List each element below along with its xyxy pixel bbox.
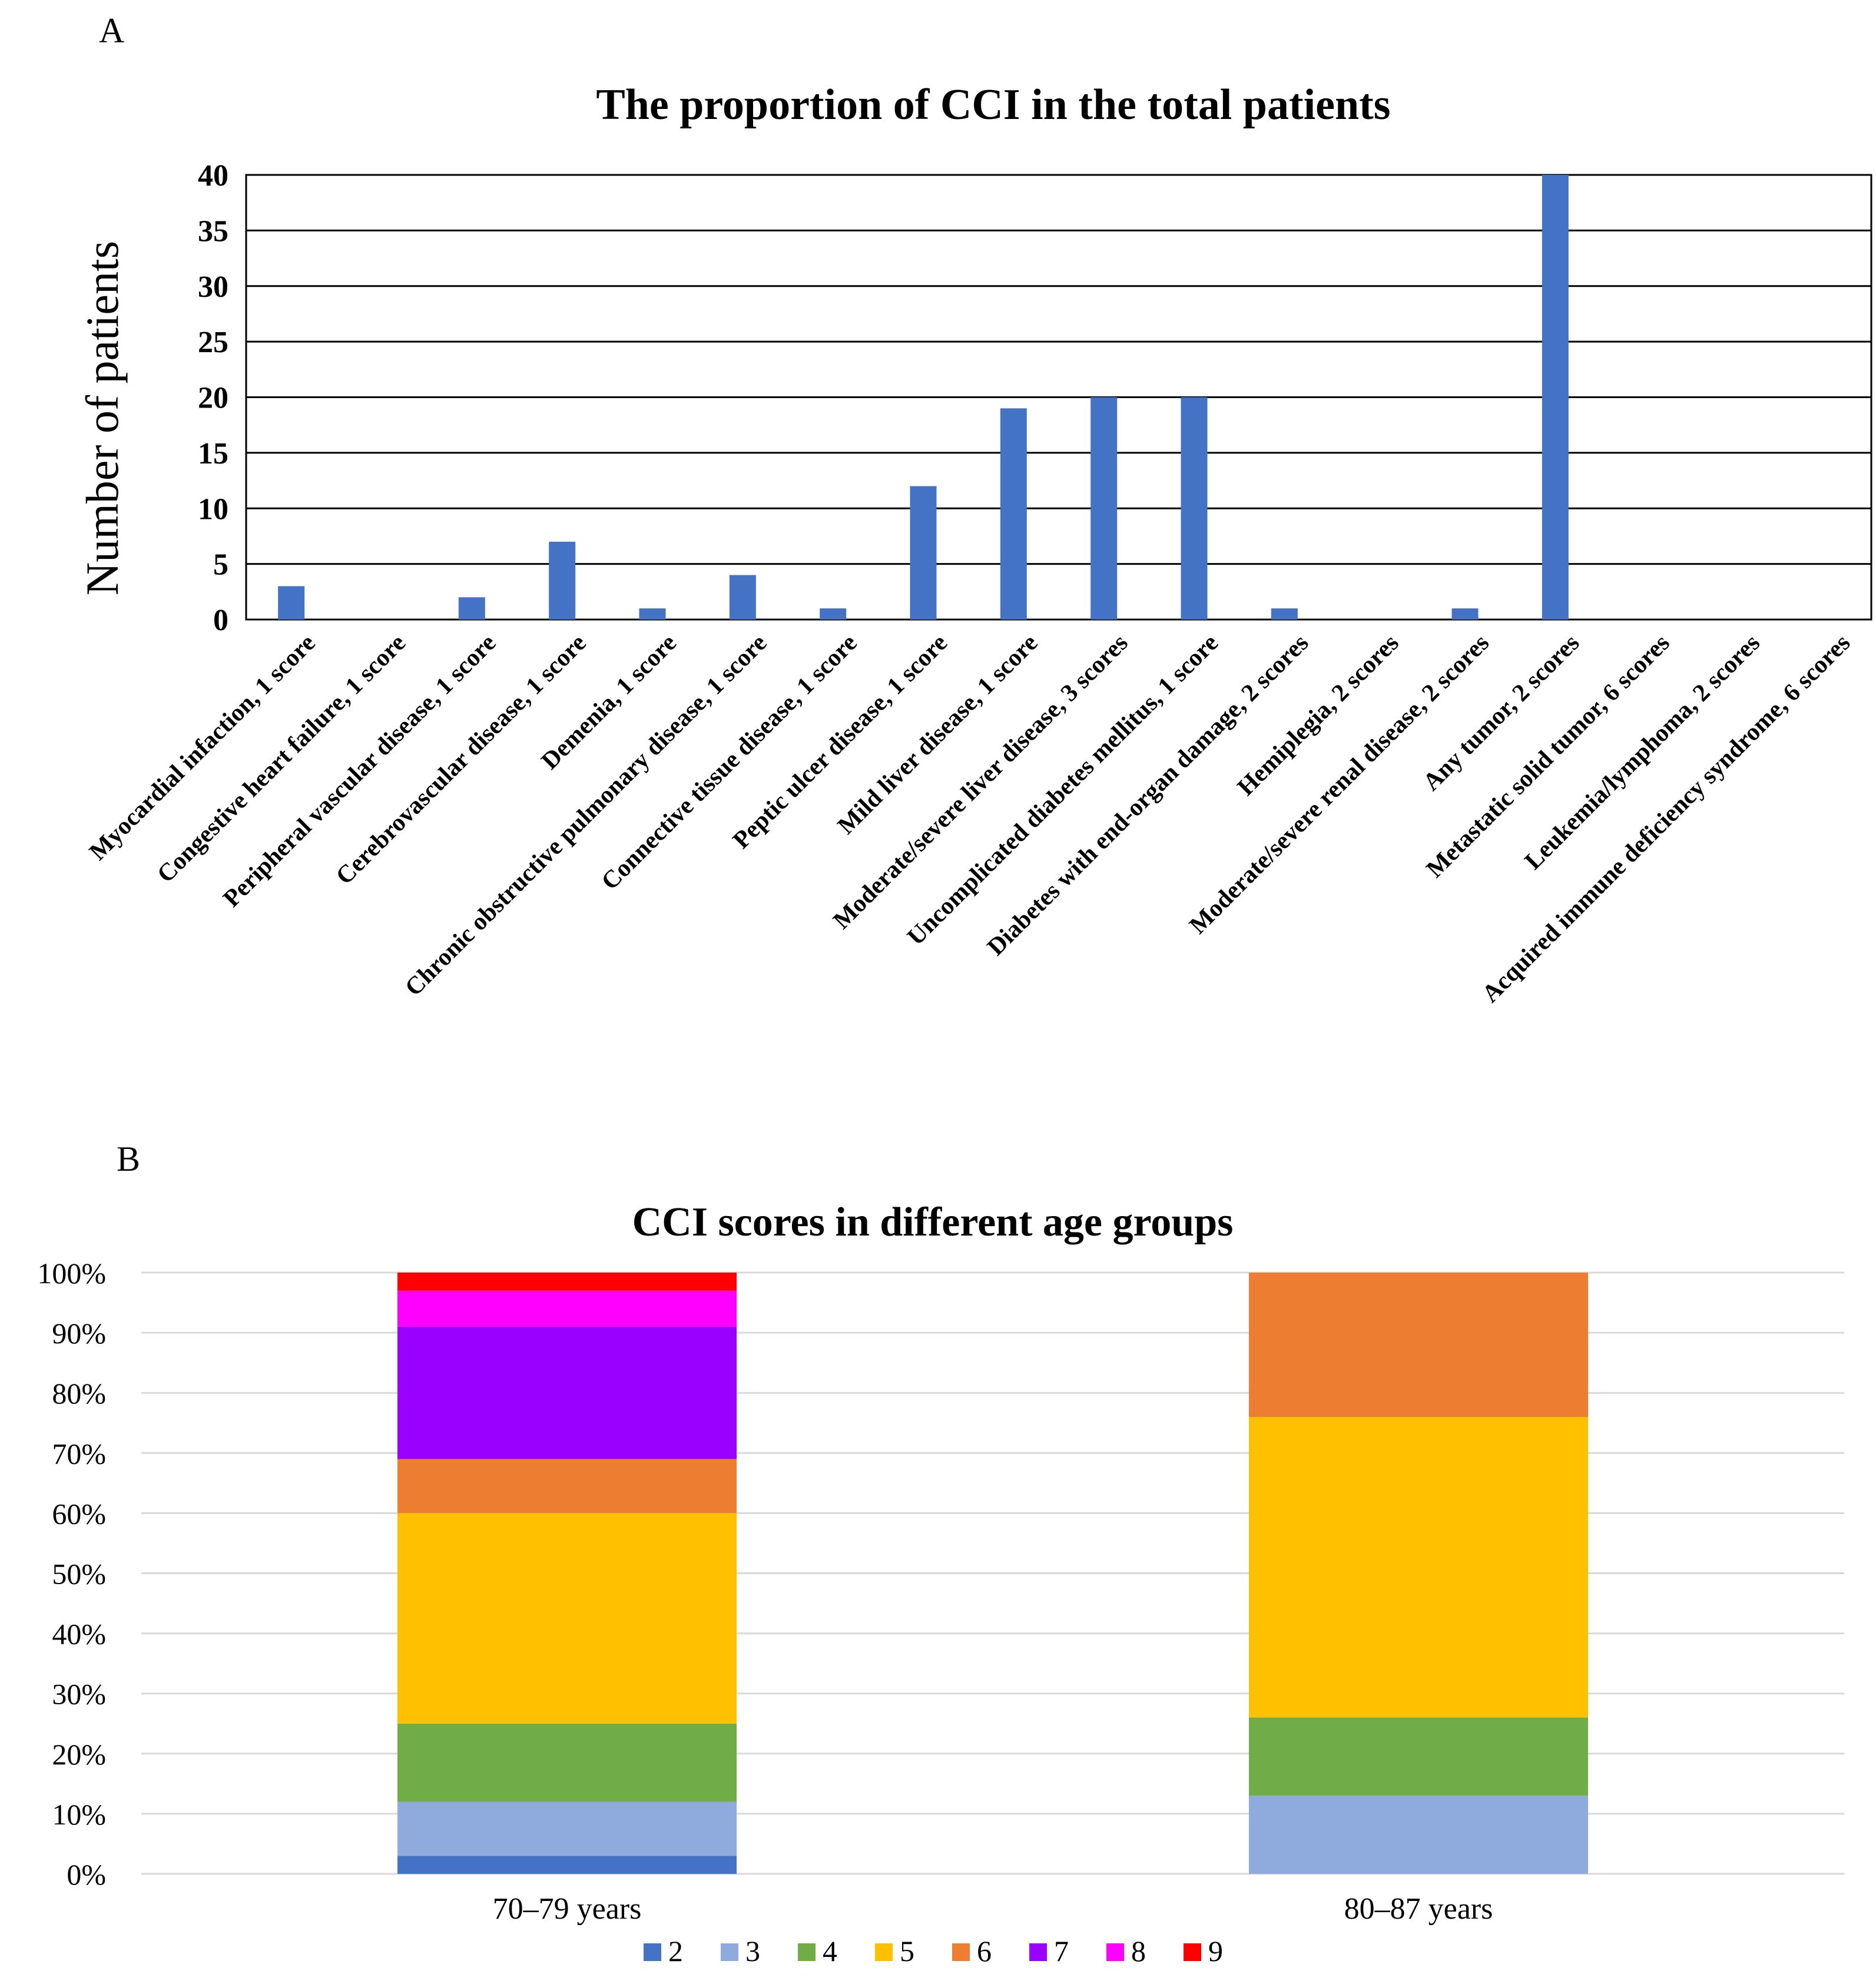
legend-label: 8 (1131, 1935, 1146, 1968)
legend-label: 4 (823, 1935, 837, 1968)
legend-label: 7 (1054, 1935, 1069, 1968)
bar (278, 586, 305, 620)
chart-a-title: The proportion of CCI in the total patie… (596, 81, 1390, 129)
y-tick-label-a: 20 (198, 382, 228, 415)
y-tick-label-a: 25 (198, 326, 228, 359)
bar (639, 608, 666, 620)
bar (729, 575, 756, 620)
legend-label: 5 (900, 1935, 914, 1968)
bar (1000, 408, 1027, 620)
bar (549, 541, 576, 620)
y-tick-label-a: 10 (198, 492, 228, 526)
legend-label: 2 (668, 1935, 683, 1968)
y-tick-label-b: 70% (52, 1437, 106, 1470)
bar (910, 486, 937, 620)
legend-swatch (952, 1943, 970, 1961)
chart-b-title: CCI scores in different age groups (632, 1200, 1234, 1245)
panel-a-label: A (99, 11, 124, 50)
panel-b-label: B (117, 1140, 140, 1178)
y-tick-label-b: 90% (52, 1317, 106, 1350)
legend-swatch (798, 1943, 816, 1961)
legend-label: 3 (745, 1935, 760, 1968)
stacked-segment (397, 1290, 737, 1327)
stacked-segment (397, 1856, 737, 1874)
bar (1091, 397, 1118, 620)
stacked-segment (1249, 1717, 1588, 1796)
stacked-segment (397, 1801, 737, 1856)
y-tick-label-b: 50% (52, 1558, 106, 1591)
legend-swatch (1106, 1943, 1124, 1961)
legend-label: 9 (1208, 1935, 1223, 1968)
y-tick-label-b: 10% (52, 1798, 106, 1831)
y-tick-label-a: 5 (213, 548, 228, 582)
bar (820, 608, 847, 620)
chart-a-ylabel: Number of patients (77, 241, 128, 595)
stacked-segment (397, 1459, 737, 1513)
bar (1271, 608, 1298, 620)
bar (1181, 397, 1208, 620)
y-tick-label-a: 15 (198, 437, 228, 471)
x-tick-label-b: 80–87 years (1344, 1892, 1493, 1926)
bar (1542, 175, 1569, 620)
y-tick-label-a: 35 (198, 214, 228, 248)
y-tick-label-b: 100% (37, 1257, 106, 1290)
legend-swatch (1184, 1943, 1201, 1961)
x-tick-label-b: 70–79 years (493, 1892, 642, 1926)
legend-swatch (644, 1943, 661, 1961)
stacked-segment (397, 1723, 737, 1802)
stacked-segment (1249, 1273, 1588, 1417)
y-tick-label-a: 40 (198, 159, 228, 193)
stacked-segment (1249, 1417, 1588, 1718)
y-tick-label-b: 80% (52, 1377, 106, 1410)
y-tick-label-b: 30% (52, 1678, 106, 1711)
stacked-segment (1249, 1796, 1588, 1874)
y-tick-label-a: 0 (213, 604, 228, 637)
y-tick-label-a: 30 (198, 270, 228, 304)
legend-swatch (875, 1943, 893, 1961)
y-tick-label-b: 0% (67, 1858, 106, 1891)
chart-b: 0% 10% 20% 30% 40% 50% 60% 70% 80% 90% 100% 70–79 y… (37, 1257, 1844, 1968)
legend-swatch (1029, 1943, 1047, 1961)
legend-label: 6 (977, 1935, 992, 1968)
stacked-segment (397, 1326, 737, 1459)
y-tick-label-b: 60% (52, 1497, 106, 1530)
legend-swatch (721, 1943, 738, 1961)
y-tick-label-b: 20% (52, 1738, 106, 1771)
stacked-segment (397, 1273, 737, 1291)
bar (1451, 608, 1479, 620)
bar (458, 597, 485, 620)
stacked-segment (397, 1513, 737, 1724)
y-tick-label-b: 40% (52, 1618, 106, 1651)
